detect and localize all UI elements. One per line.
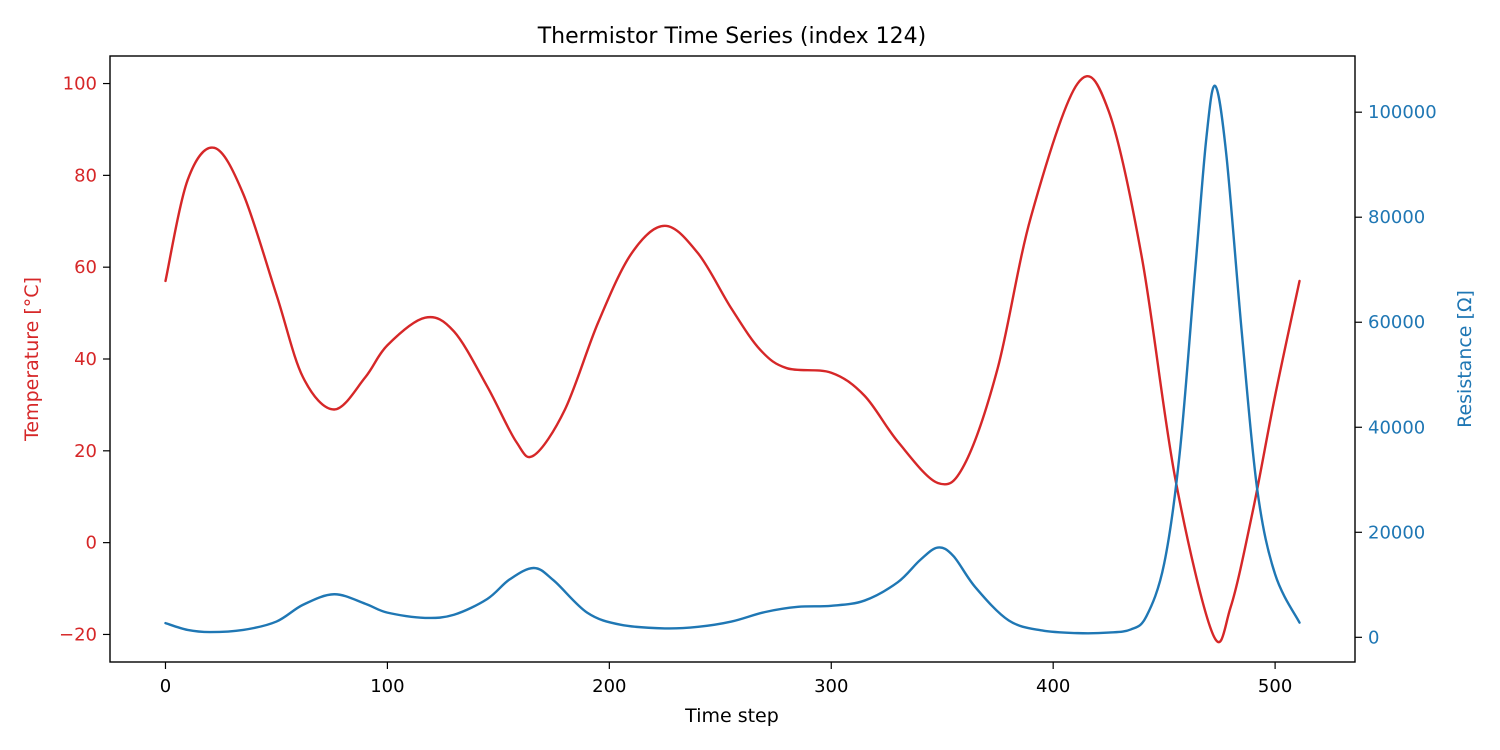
x-axis-ticks: 0 100 200 300 400 500 — [160, 662, 1292, 697]
chart-title: Thermistor Time Series (index 124) — [537, 24, 927, 49]
x-tick-label: 0 — [160, 676, 171, 697]
left-axis-label: Temperature [°C] — [21, 277, 43, 442]
right-tick-label: 40000 — [1368, 417, 1425, 438]
left-axis-ticks: −20 0 20 40 60 80 100 — [59, 74, 110, 645]
left-tick-label: 40 — [74, 349, 97, 370]
left-tick-label: 20 — [74, 441, 97, 462]
left-tick-label: −20 — [59, 624, 97, 645]
resistance-line — [164, 84, 1301, 635]
right-tick-label: 20000 — [1368, 522, 1425, 543]
right-tick-label: 60000 — [1368, 312, 1425, 333]
x-tick-label: 500 — [1258, 676, 1292, 697]
temperature-line — [164, 75, 1301, 644]
left-tick-label: 80 — [74, 165, 97, 186]
left-tick-label: 0 — [86, 533, 97, 554]
x-tick-label: 400 — [1036, 676, 1070, 697]
x-tick-label: 200 — [592, 676, 626, 697]
right-axis-ticks: 0 20000 40000 60000 80000 100000 — [1355, 102, 1437, 648]
right-tick-label: 0 — [1368, 627, 1379, 648]
series-layer — [164, 75, 1301, 644]
left-tick-label: 100 — [63, 74, 97, 95]
x-tick-label: 100 — [370, 676, 404, 697]
right-axis-label: Resistance [Ω] — [1454, 290, 1476, 428]
x-axis-label: Time step — [684, 705, 779, 727]
left-tick-label: 60 — [74, 257, 97, 278]
right-tick-label: 80000 — [1368, 207, 1425, 228]
right-tick-label: 100000 — [1368, 102, 1437, 123]
x-tick-label: 300 — [814, 676, 848, 697]
